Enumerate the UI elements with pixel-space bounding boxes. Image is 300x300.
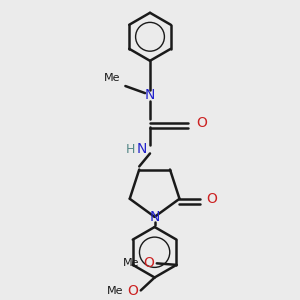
Text: O: O	[206, 192, 217, 206]
Text: N: N	[137, 142, 148, 156]
Text: O: O	[143, 256, 154, 270]
Text: N: N	[145, 88, 155, 102]
Text: Me: Me	[104, 73, 121, 83]
Text: H: H	[125, 142, 135, 156]
Text: O: O	[196, 116, 207, 130]
Text: N: N	[149, 210, 160, 224]
Text: Me: Me	[106, 286, 123, 296]
Text: Me: Me	[123, 258, 140, 268]
Text: O: O	[127, 284, 138, 298]
